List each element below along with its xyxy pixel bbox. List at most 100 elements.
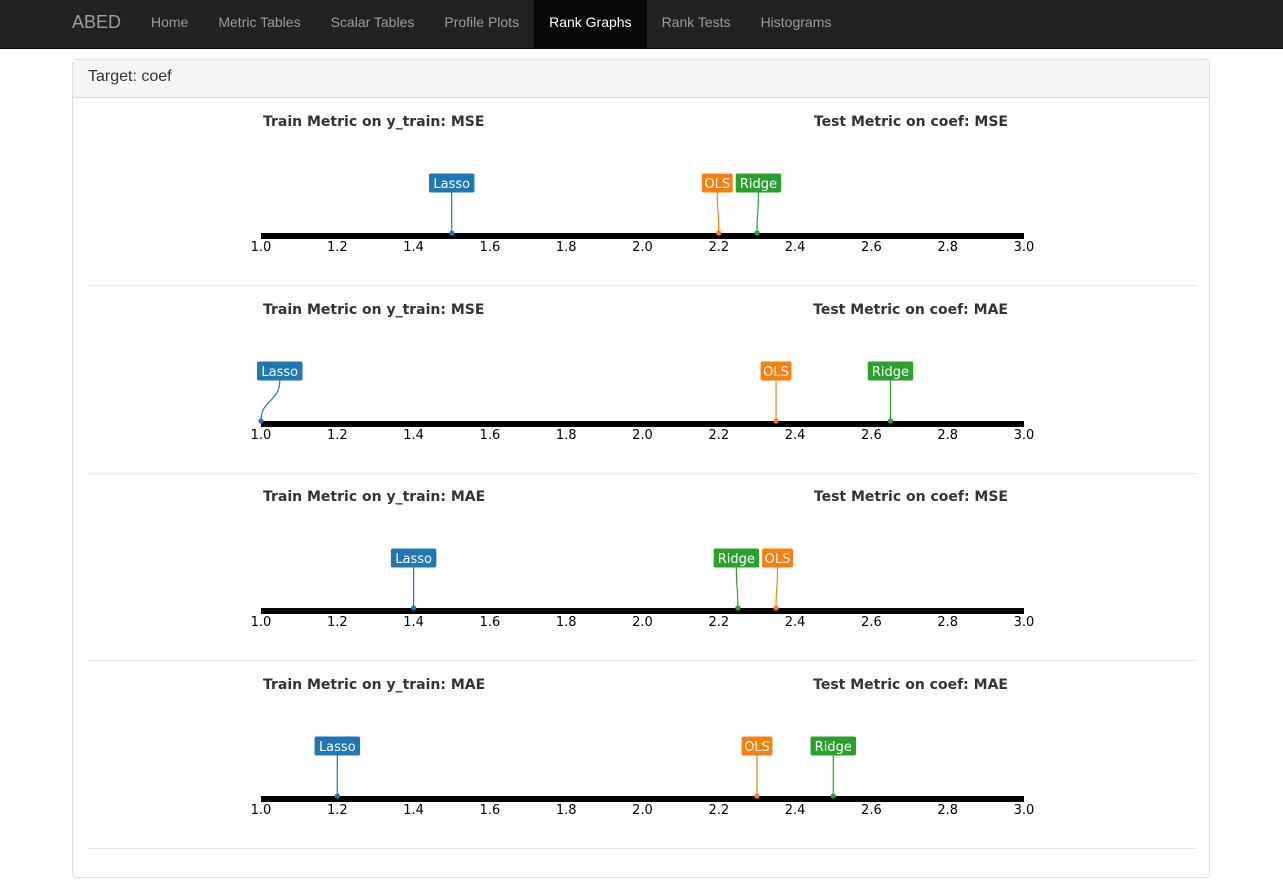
axis-tick-label: 1.4	[403, 428, 424, 443]
nav-item-histograms[interactable]: Histograms	[760, 14, 832, 30]
method-label: OLS	[763, 365, 789, 380]
method-label: Lasso	[395, 552, 432, 567]
nav-item-rank-graphs[interactable]: Rank Graphs	[534, 0, 647, 48]
axis-tick-label: 3.0	[1014, 803, 1035, 818]
axis-tick-label: 1.4	[403, 615, 424, 630]
axis-tick-label: 2.8	[937, 615, 958, 630]
rank-point	[773, 418, 779, 424]
axis-tick-label: 1.0	[251, 240, 272, 255]
axis-tick-label: 3.0	[1014, 615, 1035, 630]
rank-graph-2: Train Metric on y_train: MSE Test Metric …	[88, 286, 1196, 474]
rank-point	[773, 605, 779, 611]
axis-tick-label: 2.2	[708, 615, 729, 630]
method-label: Ridge	[815, 740, 852, 755]
rank-point	[449, 230, 455, 236]
axis-tick-label: 1.8	[556, 240, 577, 255]
axis-tick-label: 1.4	[403, 240, 424, 255]
method-label-box	[314, 736, 361, 756]
rank-point	[830, 793, 836, 799]
method-label: Lasso	[261, 365, 298, 380]
rank-point	[411, 605, 417, 611]
rank-connector-line	[260, 380, 281, 422]
axis-tick-label: 2.4	[785, 803, 806, 818]
nav-menu: Home Metric Tables Scalar Tables Profile…	[136, 0, 846, 48]
navbar: ABED Home Metric Tables Scalar Tables Pr…	[0, 0, 1283, 49]
rank-connector-line	[716, 192, 720, 234]
axis-tick-label: 3.0	[1014, 428, 1035, 443]
method-label-box	[810, 736, 856, 756]
method-label-box	[867, 361, 914, 381]
rank-connector-line	[775, 567, 779, 609]
rank-point	[258, 418, 264, 424]
method-label-box	[713, 548, 760, 568]
method-label-box	[760, 361, 792, 381]
test-metric-title: Test Metric on coef: MSE	[814, 489, 1008, 505]
axis-tick-label: 2.4	[785, 615, 806, 630]
rank-point	[716, 230, 722, 236]
axis-tick-label: 2.6	[861, 803, 882, 818]
axis-tick-label: 2.2	[708, 428, 729, 443]
axis-tick-label: 1.0	[251, 615, 272, 630]
method-label-box	[735, 173, 782, 193]
axis-tick-label: 2.0	[632, 428, 653, 443]
axis-tick-label: 2.0	[632, 615, 653, 630]
method-label: Ridge	[718, 552, 755, 567]
nav-item-home[interactable]: Home	[151, 14, 189, 30]
train-metric-title: Train Metric on y_train: MSE	[263, 114, 484, 130]
axis-tick-label: 3.0	[1014, 240, 1035, 255]
axis-tick-label: 1.6	[480, 240, 501, 255]
method-label: Lasso	[319, 740, 356, 755]
train-metric-title: Train Metric on y_train: MAE	[263, 677, 485, 693]
axis-tick-label: 2.4	[785, 428, 806, 443]
test-metric-title: Test Metric on coef: MSE	[814, 114, 1008, 130]
axis-tick-label: 1.6	[480, 428, 501, 443]
nav-item-metric-tables[interactable]: Metric Tables	[218, 14, 301, 30]
nav-item-rank-tests[interactable]: Rank Tests	[661, 14, 731, 30]
rank-point	[735, 605, 741, 611]
method-label: Lasso	[433, 177, 470, 192]
rank-graph-4: Train Metric on y_train: MAE Test Metric …	[88, 661, 1196, 849]
test-metric-title: Test Metric on coef: MAE	[813, 677, 1008, 693]
brand-link[interactable]: ABED	[72, 12, 122, 32]
method-label-box	[429, 173, 475, 193]
panel-heading: Target: coef	[73, 60, 1209, 98]
method-label-box	[257, 361, 303, 381]
method-label-box	[701, 173, 733, 193]
axis-tick-label: 1.6	[480, 803, 501, 818]
axis-tick-label: 2.8	[937, 428, 958, 443]
nav-item-scalar-tables[interactable]: Scalar Tables	[330, 14, 415, 30]
axis-tick-label: 1.0	[251, 428, 272, 443]
test-metric-title: Test Metric on coef: MAE	[813, 302, 1008, 318]
method-label-box	[741, 736, 773, 756]
method-label: OLS	[765, 552, 791, 567]
axis-tick-label: 2.2	[708, 240, 729, 255]
axis-tick-label: 2.4	[785, 240, 806, 255]
axis-tick-label: 2.6	[861, 428, 882, 443]
axis-tick-label: 2.6	[861, 240, 882, 255]
method-label-box	[762, 548, 793, 568]
method-label: Ridge	[872, 365, 909, 380]
method-label: OLS	[704, 177, 730, 192]
method-label-box	[390, 548, 437, 568]
method-label: Ridge	[740, 177, 777, 192]
rank-point	[334, 793, 340, 799]
rank-point	[754, 793, 760, 799]
axis-tick-label: 2.8	[937, 803, 958, 818]
axis-tick-label: 1.8	[556, 615, 577, 630]
axis-tick-label: 1.0	[251, 803, 272, 818]
rank-connector-line	[756, 192, 760, 234]
axis-tick-label: 1.2	[327, 428, 348, 443]
nav-item-profile-plots[interactable]: Profile Plots	[444, 14, 520, 30]
axis-tick-label: 2.6	[861, 615, 882, 630]
method-label: OLS	[744, 740, 770, 755]
rank-connector-line	[735, 567, 739, 609]
axis-tick-label: 1.6	[480, 615, 501, 630]
axis-tick-label: 1.2	[327, 240, 348, 255]
axis-tick-label: 1.8	[556, 803, 577, 818]
axis-tick-label: 2.0	[632, 240, 653, 255]
rank-graph-3: Train Metric on y_train: MAE Test Metric …	[88, 473, 1196, 661]
axis-tick-label: 1.2	[327, 803, 348, 818]
axis-tick-label: 1.4	[403, 803, 424, 818]
rank-point	[754, 230, 760, 236]
axis-tick-label: 2.2	[708, 803, 729, 818]
